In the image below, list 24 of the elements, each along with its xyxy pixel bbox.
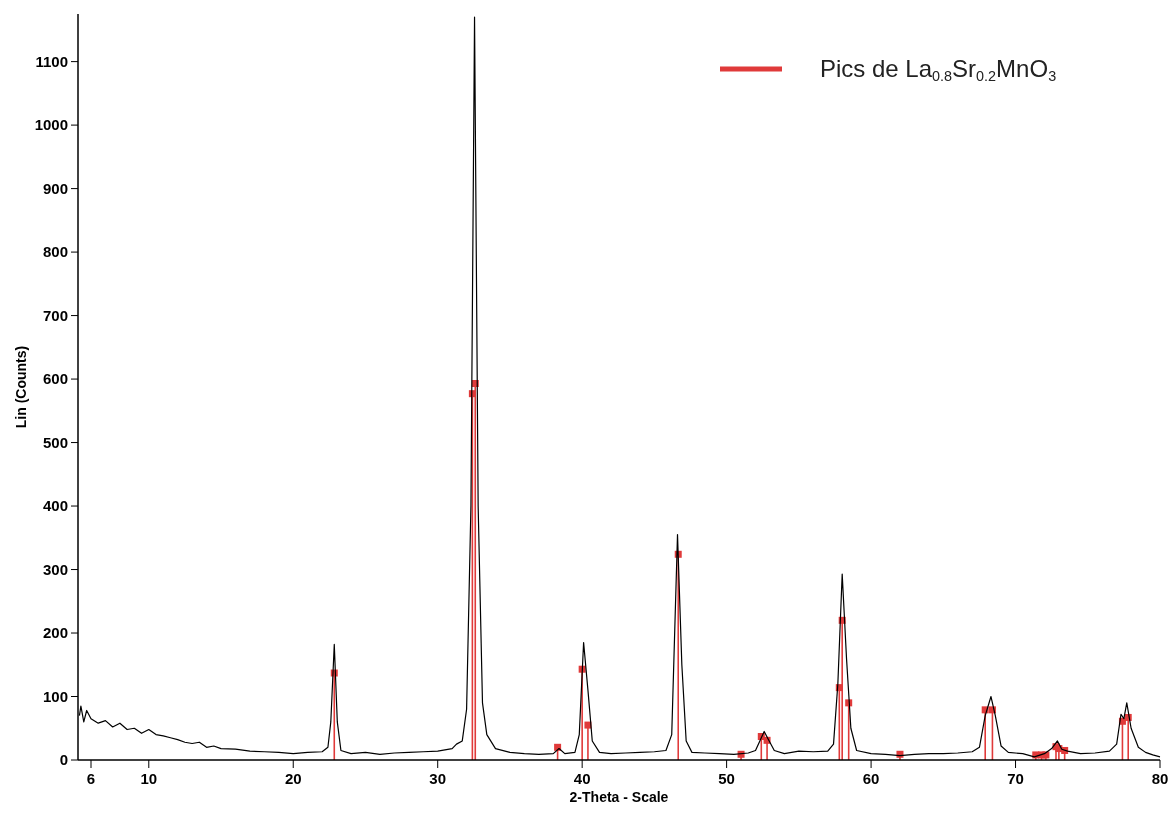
x-tick-label: 50 [718,770,735,787]
x-tick-label: 60 [862,770,880,787]
y-tick-label: 100 [42,687,68,705]
y-axis-title: Lin (Counts) [13,345,29,429]
x-tick-label: 10 [140,770,158,787]
y-tick-label: 500 [42,433,68,451]
x-tick-label: 20 [284,770,302,787]
y-tick-label: 800 [42,243,68,261]
y-tick-label: 400 [42,497,68,515]
x-axis-title: 2-Theta - Scale [569,789,669,805]
x-tick-label: 40 [573,770,591,787]
y-tick-label: 700 [42,306,68,324]
y-tick-label: 0 [59,751,68,768]
y-tick-label: 600 [42,370,68,388]
x-tick-label: 70 [1007,770,1024,787]
x-tick-label: 80 [1151,770,1169,787]
legend-label: Pics de La$_{0.8}$Sr$_{0.2}$MnO$_{3}$ [820,55,1057,85]
y-tick-label: 200 [42,624,68,642]
y-tick-label: 1000 [34,116,68,134]
y-tick-label: 300 [42,560,68,578]
x-tick-label: 30 [429,770,447,787]
x-tick-label: 6 [86,770,96,787]
y-tick-label: 1100 [35,52,68,70]
y-tick-label: 900 [42,179,68,197]
